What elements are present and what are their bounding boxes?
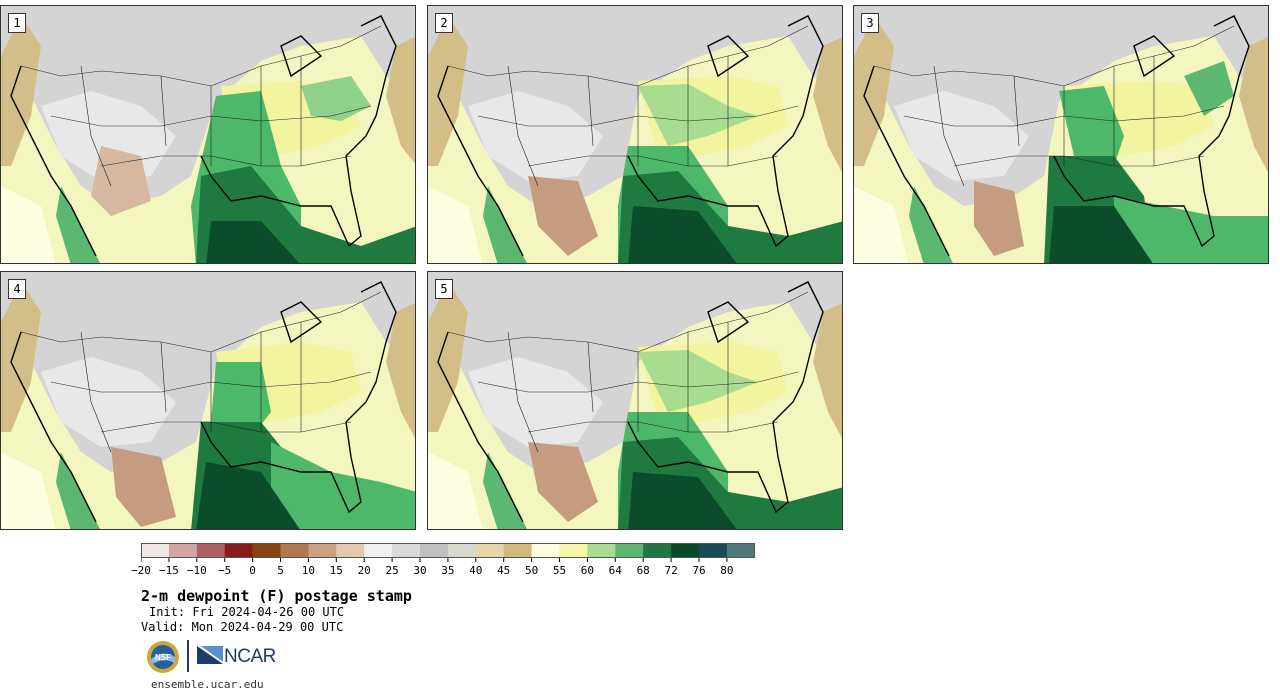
colorbar-tick-label: 50 <box>524 564 539 577</box>
map-panel-2[interactable]: 2 <box>427 5 843 264</box>
colorbar-tick-label: 25 <box>385 564 399 577</box>
panel-label: 4 <box>8 279 26 299</box>
nsf-logo-text: NSF <box>155 653 171 662</box>
colorbar-tick-label: 72 <box>664 564 678 577</box>
colorbar-tick-label: 30 <box>413 564 427 577</box>
dewpoint-map-2 <box>428 6 842 263</box>
colorbar-tick-label: 15 <box>329 564 343 577</box>
colorbar-tick-label: 40 <box>469 564 483 577</box>
panel-label: 1 <box>8 13 26 33</box>
colorbar-swatch <box>671 543 700 558</box>
dewpoint-map-3 <box>854 6 1268 263</box>
panel-label: 5 <box>435 279 453 299</box>
dewpoint-colorbar <box>141 543 756 562</box>
valid-time: Valid: Mon 2024-04-29 00 UTC <box>141 620 344 634</box>
colorbar-swatch <box>392 543 421 558</box>
colorbar-swatch <box>420 543 449 558</box>
colorbar-tick-label: 5 <box>277 564 284 577</box>
colorbar-swatch <box>531 543 560 558</box>
colorbar-swatch <box>615 543 644 558</box>
map-panel-5[interactable]: 5 <box>427 271 843 530</box>
colorbar-tick-label: −15 <box>158 564 179 577</box>
colorbar-tick-label: 68 <box>636 564 650 577</box>
panel-label: 2 <box>435 13 453 33</box>
colorbar-swatch <box>643 543 672 558</box>
dewpoint-map-4 <box>1 272 415 529</box>
colorbar-swatch <box>252 543 281 558</box>
logo-divider <box>187 640 189 672</box>
colorbar-tick-label: −10 <box>186 564 207 577</box>
colorbar-swatch <box>726 543 756 558</box>
colorbar-swatch <box>475 543 504 558</box>
colorbar-tick-label: −20 <box>131 564 151 577</box>
site-url[interactable]: ensemble.ucar.edu <box>151 678 264 691</box>
colorbar-swatch <box>224 543 253 558</box>
colorbar-tick-label: 76 <box>692 564 706 577</box>
panel-label: 3 <box>861 13 879 33</box>
colorbar-tick-label: 35 <box>441 564 455 577</box>
colorbar-swatch <box>559 543 588 558</box>
colorbar-tick-label: 20 <box>357 564 371 577</box>
init-time: Init: Fri 2024-04-26 00 UTC <box>149 605 345 619</box>
map-panel-4[interactable]: 4 <box>0 271 416 530</box>
chart-title: 2-m dewpoint (F) postage stamp <box>141 587 412 605</box>
colorbar-tick-label: −5 <box>218 564 232 577</box>
colorbar-swatch <box>503 543 532 558</box>
map-panel-3[interactable]: 3 <box>853 5 1269 264</box>
colorbar-swatch <box>196 543 225 558</box>
colorbar-swatch <box>447 543 477 558</box>
colorbar-swatch <box>280 543 309 558</box>
colorbar-swatch <box>699 543 728 558</box>
colorbar-swatch <box>141 543 170 558</box>
colorbar-tick-label: 45 <box>497 564 511 577</box>
colorbar-swatch <box>168 543 198 558</box>
nsf-logo: NSF <box>147 641 179 673</box>
colorbar-swatch <box>364 543 393 558</box>
colorbar-outline <box>141 543 755 558</box>
colorbar-tick-label: 60 <box>580 564 595 577</box>
colorbar-tick-label: 55 <box>552 564 567 577</box>
ncar-logo-text: NCAR <box>224 646 276 667</box>
colorbar-tick-label: 64 <box>608 564 622 577</box>
colorbar-tick-label: 10 <box>301 564 316 577</box>
colorbar-tick-label: 0 <box>249 564 256 577</box>
dewpoint-map-5 <box>428 272 842 529</box>
colorbar-swatch <box>308 543 337 558</box>
dewpoint-map-1 <box>1 6 415 263</box>
colorbar-swatch <box>587 543 616 558</box>
colorbar-swatch <box>336 543 365 558</box>
ncar-logo-mark <box>197 646 223 664</box>
map-panel-1[interactable]: 1 <box>0 5 416 264</box>
colorbar-tick-label: 80 <box>720 564 734 577</box>
